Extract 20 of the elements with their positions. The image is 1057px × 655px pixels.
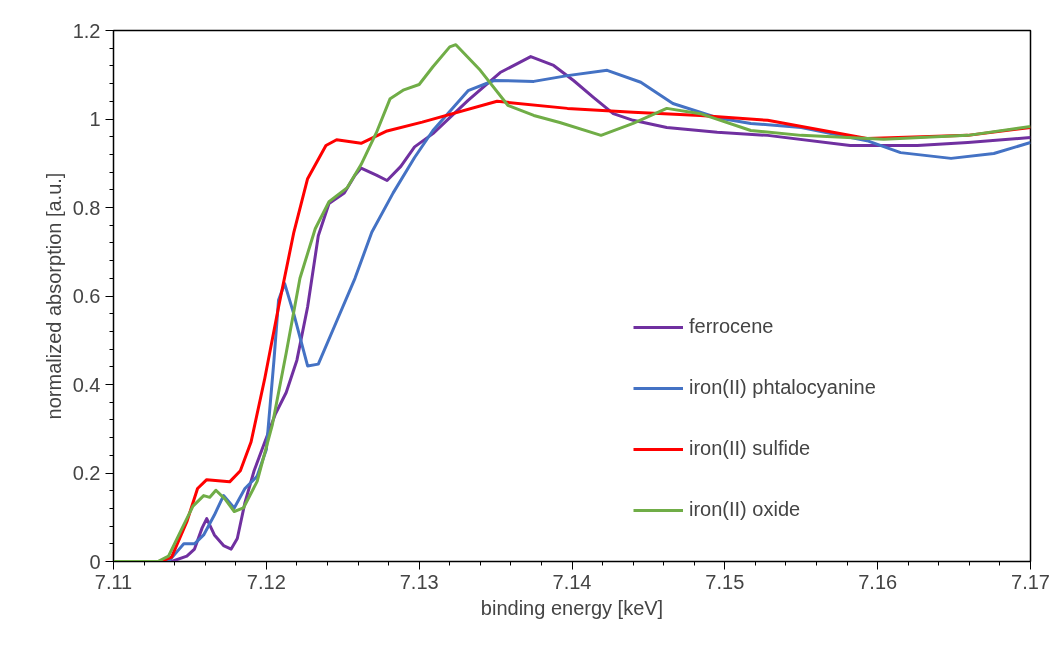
legend-label: iron(II) oxide: [689, 498, 801, 521]
legend-label: iron(II) phtalocyanine: [689, 376, 876, 399]
x-axis-title: binding energy [keV]: [480, 596, 664, 619]
x-tick-label: 7.13: [399, 570, 439, 593]
x-tick-label: 7.16: [858, 570, 898, 593]
x-tick-label: 7.15: [705, 570, 745, 593]
y-tick-label: 0.6: [72, 285, 101, 307]
y-tick-label: 1.2: [72, 19, 101, 42]
y-tick-label: 1: [89, 108, 101, 130]
legend-label: iron(II) sulfide: [689, 437, 811, 460]
x-tick-label: 7.17: [1011, 570, 1050, 593]
x-tick-label: 7.11: [94, 570, 133, 593]
y-tick-label: 0.4: [72, 373, 101, 396]
y-axis-title: normalized absorption [a.u.]: [42, 172, 65, 420]
legend-label: ferrocene: [689, 315, 774, 338]
x-tick-label: 7.14: [552, 570, 592, 593]
y-tick-label: 0.8: [72, 196, 101, 219]
y-tick-label: 0: [89, 550, 101, 573]
y-tick-label: 0.2: [72, 462, 101, 484]
x-tick-label: 7.12: [246, 570, 286, 593]
